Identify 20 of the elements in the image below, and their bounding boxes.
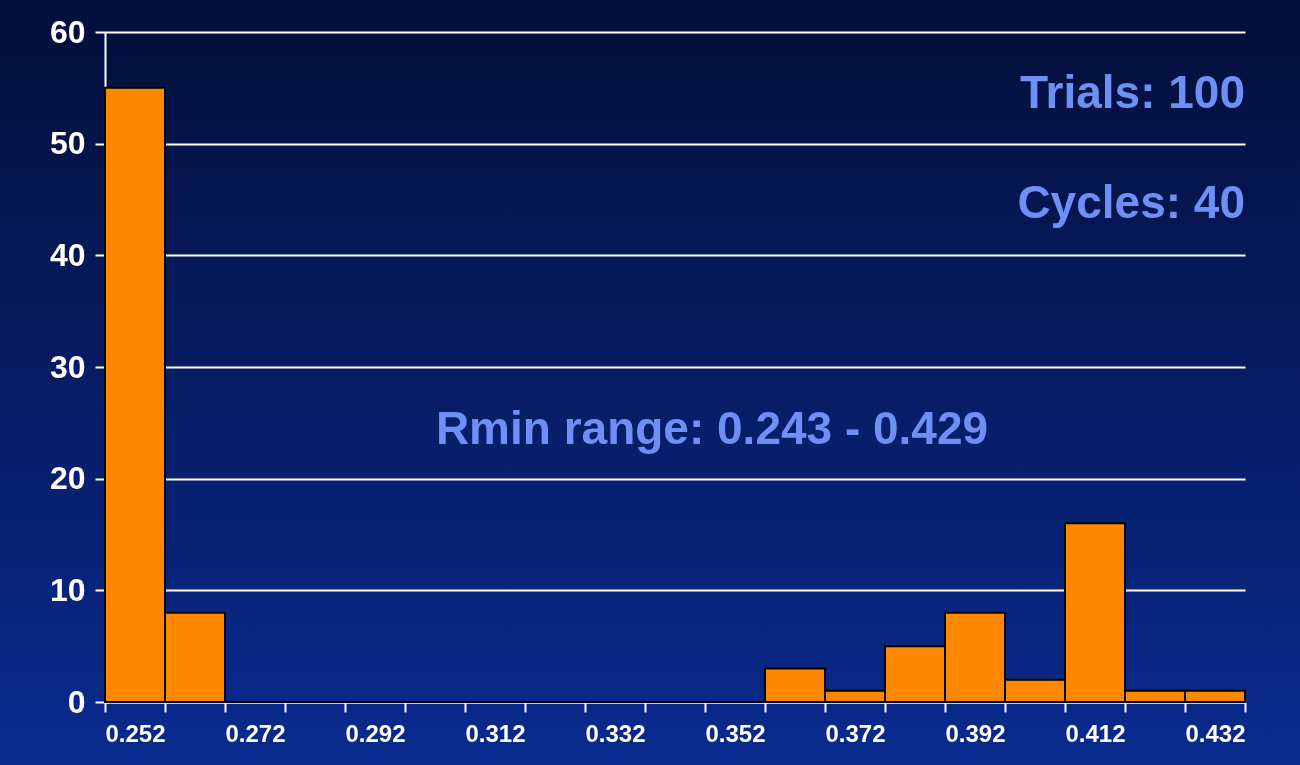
- y-tick-label: 60: [49, 13, 86, 50]
- x-tick-label: 0.292: [345, 719, 406, 747]
- x-tick-label: 0.312: [465, 719, 526, 747]
- x-tick-label: 0.412: [1065, 719, 1126, 747]
- x-tick-label: 0.392: [945, 719, 1006, 747]
- x-tick-label: 0.272: [225, 719, 286, 747]
- annotation: Cycles: 40: [1017, 176, 1245, 228]
- annotation: Trials: 100: [1019, 66, 1245, 118]
- y-tick-label: 0: [67, 683, 86, 720]
- y-tick-label: 30: [49, 348, 86, 385]
- x-tick-label: 0.432: [1185, 719, 1246, 747]
- y-tick-label: 40: [49, 236, 86, 273]
- y-tick-label: 10: [49, 571, 86, 608]
- y-tick-label: 20: [49, 460, 86, 497]
- x-tick-label: 0.332: [585, 719, 646, 747]
- x-tick-label: 0.352: [705, 719, 766, 747]
- x-tick-label: 0.372: [825, 719, 886, 747]
- y-tick-label: 50: [49, 125, 86, 162]
- x-tick-label: 0.252: [105, 719, 166, 747]
- annotation: Rmin range: 0.243 - 0.429: [435, 402, 989, 454]
